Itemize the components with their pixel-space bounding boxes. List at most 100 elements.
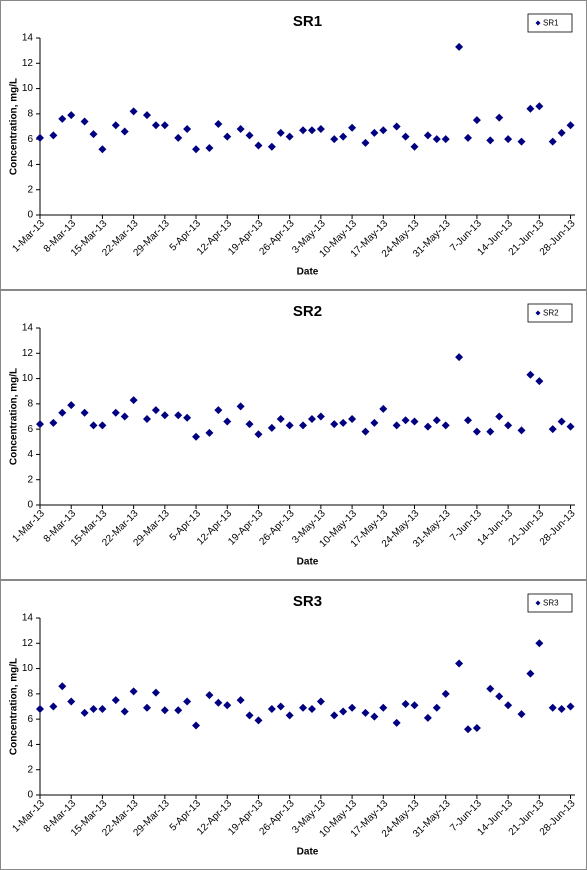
data-point bbox=[401, 416, 410, 425]
data-point bbox=[143, 415, 151, 424]
data-point bbox=[111, 696, 120, 705]
data-point bbox=[464, 133, 472, 142]
data-point bbox=[120, 412, 129, 421]
y-tick-label: 6 bbox=[27, 424, 33, 435]
data-point bbox=[267, 423, 276, 432]
data-point bbox=[432, 135, 441, 144]
data-point bbox=[299, 421, 308, 430]
y-tick-label: 2 bbox=[27, 474, 33, 485]
data-point bbox=[223, 417, 232, 426]
data-point bbox=[299, 126, 308, 135]
data-point bbox=[410, 417, 419, 426]
y-tick-label: 0 bbox=[27, 790, 33, 801]
data-point bbox=[526, 370, 535, 379]
data-point bbox=[160, 706, 169, 715]
data-point bbox=[245, 420, 254, 429]
x-tick-label: 1-Mar-13 bbox=[11, 798, 48, 835]
data-point bbox=[441, 135, 450, 144]
data-point bbox=[464, 416, 472, 425]
data-point bbox=[143, 111, 151, 120]
data-point bbox=[504, 701, 513, 710]
data-point bbox=[285, 711, 294, 720]
data-point bbox=[330, 135, 339, 144]
y-tick-label: 8 bbox=[27, 398, 33, 409]
data-point bbox=[535, 102, 544, 111]
legend-box bbox=[527, 13, 573, 33]
data-point bbox=[205, 143, 214, 152]
data-point bbox=[472, 427, 481, 436]
data-point bbox=[370, 128, 379, 137]
y-tick-label: 14 bbox=[22, 613, 34, 624]
data-point bbox=[245, 131, 254, 140]
data-point bbox=[464, 725, 472, 734]
data-point bbox=[370, 418, 379, 427]
data-point bbox=[432, 703, 441, 712]
data-point bbox=[535, 377, 544, 386]
data-point bbox=[143, 703, 151, 712]
data-point bbox=[36, 705, 44, 714]
data-point bbox=[432, 416, 441, 425]
y-tick-label: 12 bbox=[22, 638, 34, 649]
data-point bbox=[330, 420, 339, 429]
data-point bbox=[205, 428, 214, 437]
data-point bbox=[276, 415, 285, 424]
data-point bbox=[339, 132, 348, 141]
data-point bbox=[348, 123, 357, 132]
chart-title: SR2 bbox=[293, 303, 322, 320]
data-point bbox=[392, 122, 401, 131]
data-point bbox=[129, 687, 138, 696]
data-point bbox=[548, 137, 557, 146]
data-point bbox=[486, 427, 495, 436]
data-point bbox=[423, 422, 432, 431]
data-point bbox=[548, 703, 557, 712]
legend-marker bbox=[535, 20, 541, 26]
data-point bbox=[58, 682, 67, 691]
data-point bbox=[245, 711, 254, 720]
data-point bbox=[307, 126, 316, 135]
data-point bbox=[307, 415, 316, 424]
legend-marker bbox=[535, 310, 541, 316]
data-point bbox=[392, 421, 401, 430]
data-point bbox=[67, 111, 76, 120]
y-tick-label: 4 bbox=[27, 159, 33, 170]
data-point bbox=[441, 421, 450, 430]
y-tick-label: 8 bbox=[27, 688, 33, 699]
x-tick-label: 1-Mar-13 bbox=[11, 508, 48, 545]
data-point bbox=[89, 421, 98, 430]
data-point bbox=[401, 699, 410, 708]
data-point bbox=[361, 427, 370, 436]
data-point bbox=[423, 131, 432, 140]
data-point bbox=[236, 696, 245, 705]
data-point bbox=[58, 114, 67, 123]
data-point bbox=[379, 703, 388, 712]
data-point bbox=[223, 132, 232, 141]
data-point bbox=[151, 121, 160, 130]
data-point bbox=[410, 142, 419, 151]
data-point bbox=[455, 42, 464, 51]
data-point bbox=[214, 406, 223, 415]
y-tick-label: 10 bbox=[22, 83, 34, 94]
data-point bbox=[379, 126, 388, 135]
legend-box bbox=[527, 593, 573, 613]
data-point bbox=[236, 125, 245, 134]
y-tick-label: 4 bbox=[27, 449, 33, 460]
x-tick-label: 1-Mar-13 bbox=[11, 218, 48, 255]
y-axis-title: Concentration, mg/L bbox=[9, 78, 20, 175]
data-point bbox=[339, 707, 348, 716]
data-point bbox=[548, 425, 557, 434]
x-tick-label: 26-Apr-13 bbox=[257, 798, 297, 838]
data-point bbox=[370, 712, 379, 721]
data-point bbox=[80, 117, 89, 126]
data-point bbox=[526, 669, 535, 678]
data-point bbox=[504, 421, 513, 430]
data-point bbox=[98, 421, 107, 430]
data-point bbox=[472, 723, 481, 732]
y-axis-title: Concentration, mg/L bbox=[9, 368, 20, 465]
legend-marker bbox=[535, 600, 541, 606]
data-point bbox=[80, 408, 89, 417]
data-point bbox=[267, 142, 276, 151]
data-point bbox=[276, 702, 285, 711]
data-point bbox=[49, 702, 58, 711]
x-axis-title: Date bbox=[297, 267, 319, 278]
data-point bbox=[423, 713, 432, 722]
